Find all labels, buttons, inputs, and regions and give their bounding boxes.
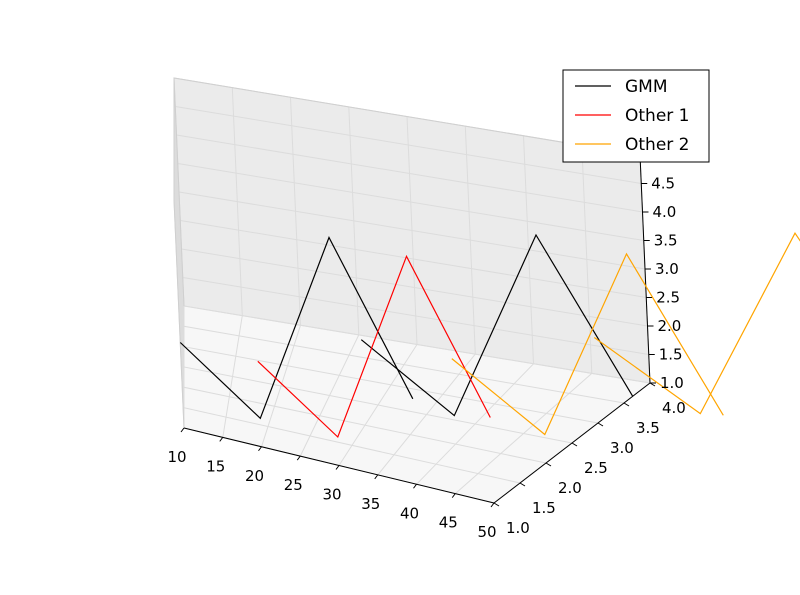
floor-pane [184,306,650,503]
y-tick [519,482,526,487]
y-tick-label: 2.5 [584,459,608,477]
x-tick-label: 35 [361,495,380,513]
x-tick [413,483,417,489]
z-tick-label: 1.5 [659,346,683,364]
legend-label: Other 1 [625,106,690,126]
z-tick-label: 1.0 [660,374,684,392]
y-tick-label: 3.0 [610,439,634,457]
legend-label: GMM [625,77,668,97]
y-tick-label: 1.0 [506,519,530,537]
y-tick-label: 3.5 [636,419,660,437]
series-line-2 [257,254,491,439]
x-tick [490,502,495,508]
axes-lines [173,77,656,508]
legend-box [562,69,710,163]
legend: GMM Other 1 Other 2 [562,69,710,163]
x-tick [374,474,379,480]
x-tick-label: 45 [439,514,458,532]
x-tick-label: 20 [245,467,264,485]
y-tick-label: 2.0 [558,479,582,497]
z-tick-label: 4.0 [653,203,677,221]
y-tick-label: 1.5 [532,499,556,517]
z-tick-label: 2.0 [658,317,682,335]
pane-edge [173,77,185,307]
y-tick [623,402,630,407]
x-tick [180,427,185,433]
series-line-3 [451,252,724,436]
series-line-1 [360,233,634,417]
y-tick [545,462,552,467]
y-tick [493,502,500,507]
y-tick [571,442,578,447]
y-tick-label: 4.0 [662,399,686,417]
series-line-1 [179,236,414,420]
x-tick-label: 15 [206,457,225,475]
x-tick-label: 40 [400,504,419,522]
z-tick-label: 3.5 [654,232,678,250]
z-tick-label: 2.5 [656,289,680,307]
pane-edge [173,199,185,429]
x-tick [258,446,262,452]
x-tick [219,437,224,442]
legend-label: Other 2 [625,135,690,155]
x-tick [335,465,340,470]
x-tick-label: 25 [284,476,303,494]
z-tick-label: 3.0 [655,260,679,278]
z-tick-label: 4.5 [651,175,675,193]
x-tick [296,455,301,461]
x-tick-label: 10 [167,448,186,466]
series-lines [179,232,800,439]
series-line-3 [593,232,800,415]
x-tick-label: 30 [322,486,341,504]
x-tick [451,493,456,498]
x-tick-label: 50 [477,523,496,541]
y-tick [597,422,604,427]
